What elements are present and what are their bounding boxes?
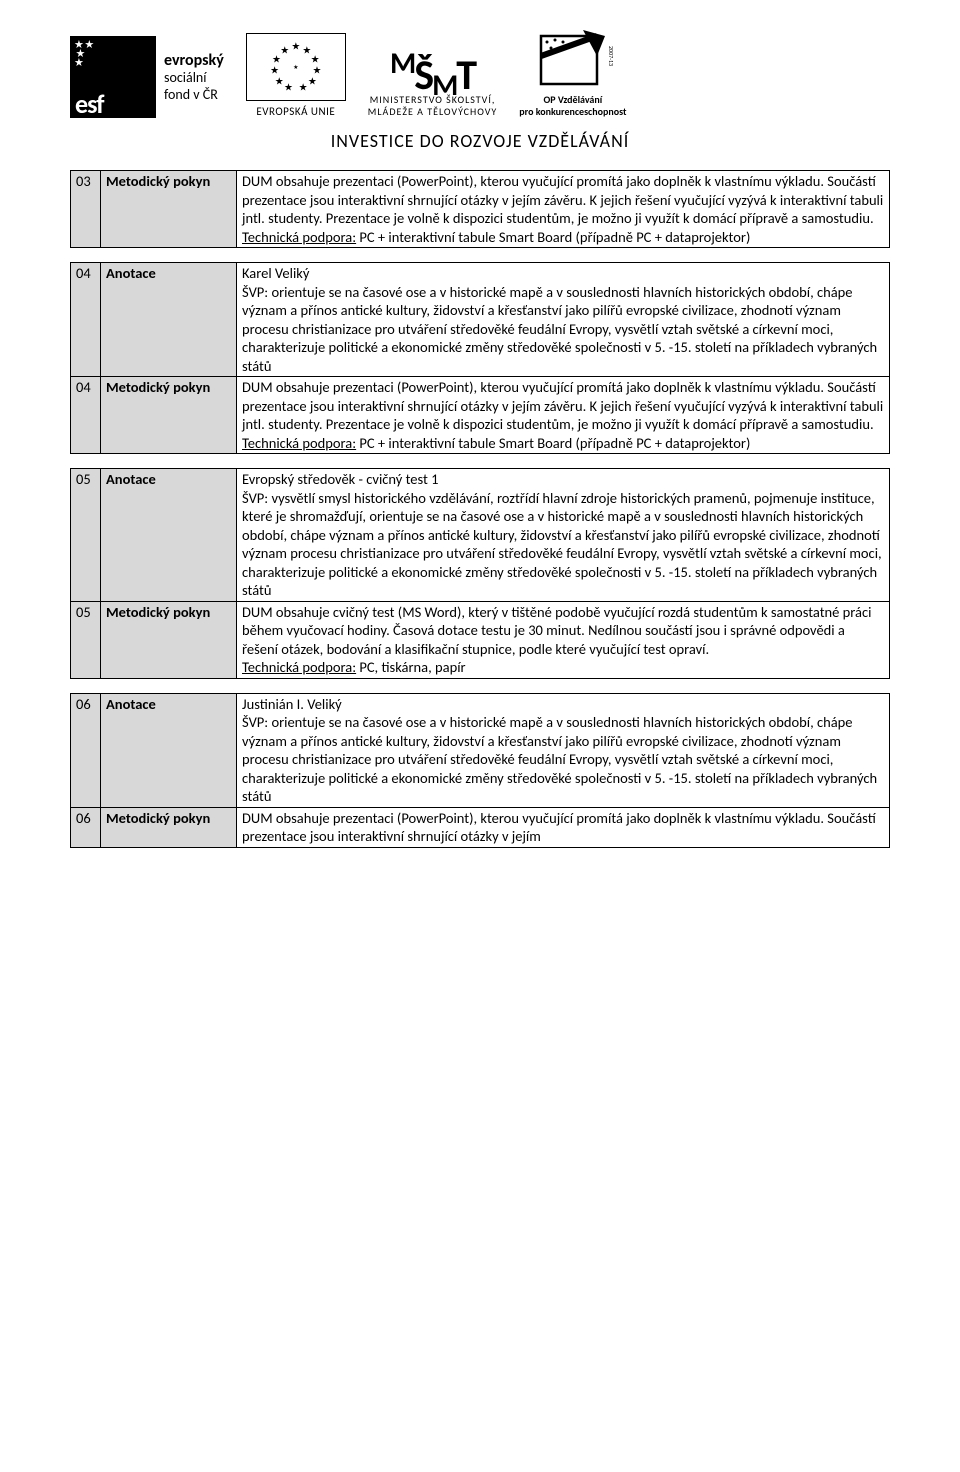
table-03: 03 Metodický pokyn DUM obsahuje prezenta… xyxy=(70,170,890,248)
table-row: 03 Metodický pokyn DUM obsahuje prezenta… xyxy=(71,171,890,248)
cell-content: Evropský středověk - cvičný test 1 ŠVP: … xyxy=(237,469,890,602)
svg-text:2007-13: 2007-13 xyxy=(607,46,613,66)
esf-name: esf xyxy=(75,93,151,115)
cell-label: Anotace xyxy=(101,263,237,377)
op-icon: 2007-13 xyxy=(533,28,613,92)
table-row: 06 Anotace Justinián I. Veliký ŠVP: orie… xyxy=(71,693,890,807)
cell-label: Metodický pokyn xyxy=(101,807,237,847)
table-row: 05 Metodický pokyn DUM obsahuje cvičný t… xyxy=(71,601,890,678)
cell-num: 04 xyxy=(71,263,101,377)
header-logos: ★ ★ ★★ esf evropský sociální fond v ČR ★… xyxy=(70,28,890,118)
cell-content: DUM obsahuje prezentaci (PowerPoint), kt… xyxy=(237,807,890,847)
cell-label: Anotace xyxy=(101,469,237,602)
eu-flag-icon: ★ ★ ★ ★ ★ ★ ★ ★ ★ ★ ★ ★ xyxy=(246,33,346,101)
esf-text: evropský sociální fond v ČR xyxy=(164,52,224,103)
banner-text: INVESTICE DO ROZVOJE VZDĚLÁVÁNÍ xyxy=(70,130,890,152)
cell-label: Metodický pokyn xyxy=(101,601,237,678)
msmt-icon: MŠMT xyxy=(390,60,475,92)
cell-label: Metodický pokyn xyxy=(101,377,237,454)
esf-line3: fond v ČR xyxy=(164,86,218,103)
cell-num: 06 xyxy=(71,807,101,847)
table-row: 04 Anotace Karel Veliký ŠVP: orientuje s… xyxy=(71,263,890,377)
cell-num: 04 xyxy=(71,377,101,454)
cell-content: Justinián I. Veliký ŠVP: orientuje se na… xyxy=(237,693,890,807)
logo-op: 2007-13 OP Vzdělávání pro konkurencescho… xyxy=(519,28,626,118)
cell-num: 05 xyxy=(71,469,101,602)
table-06: 06 Anotace Justinián I. Veliký ŠVP: orie… xyxy=(70,693,890,848)
esf-line1: evropský xyxy=(164,51,224,70)
cell-content: Karel Veliký ŠVP: orientuje se na časové… xyxy=(237,263,890,377)
table-04: 04 Anotace Karel Veliký ŠVP: orientuje s… xyxy=(70,262,890,454)
table-row: 06 Metodický pokyn DUM obsahuje prezenta… xyxy=(71,807,890,847)
table-row: 04 Metodický pokyn DUM obsahuje prezenta… xyxy=(71,377,890,454)
esf-icon: ★ ★ ★★ esf xyxy=(70,36,156,118)
logo-esf: ★ ★ ★★ esf evropský sociální fond v ČR xyxy=(70,36,224,118)
cell-content: DUM obsahuje cvičný test (MS Word), kter… xyxy=(237,601,890,678)
op-label: OP Vzdělávání pro konkurenceschopnost xyxy=(519,94,626,118)
logo-msmt: MŠMT MINISTERSTVO ŠKOLSTVÍ, MLÁDEŽE A TĚ… xyxy=(368,60,497,118)
cell-label: Metodický pokyn xyxy=(101,171,237,248)
cell-num: 05 xyxy=(71,601,101,678)
cell-content: DUM obsahuje prezentaci (PowerPoint), kt… xyxy=(237,377,890,454)
esf-line2: sociální xyxy=(164,69,206,86)
table-05: 05 Anotace Evropský středověk - cvičný t… xyxy=(70,468,890,679)
table-row: 05 Anotace Evropský středověk - cvičný t… xyxy=(71,469,890,602)
eu-label: EVROPSKÁ UNIE xyxy=(256,105,335,118)
cell-num: 03 xyxy=(71,171,101,248)
cell-content: DUM obsahuje prezentaci (PowerPoint), kt… xyxy=(237,171,890,248)
logo-eu: ★ ★ ★ ★ ★ ★ ★ ★ ★ ★ ★ ★ EVROPSKÁ UNIE xyxy=(246,33,346,118)
cell-label: Anotace xyxy=(101,693,237,807)
cell-num: 06 xyxy=(71,693,101,807)
